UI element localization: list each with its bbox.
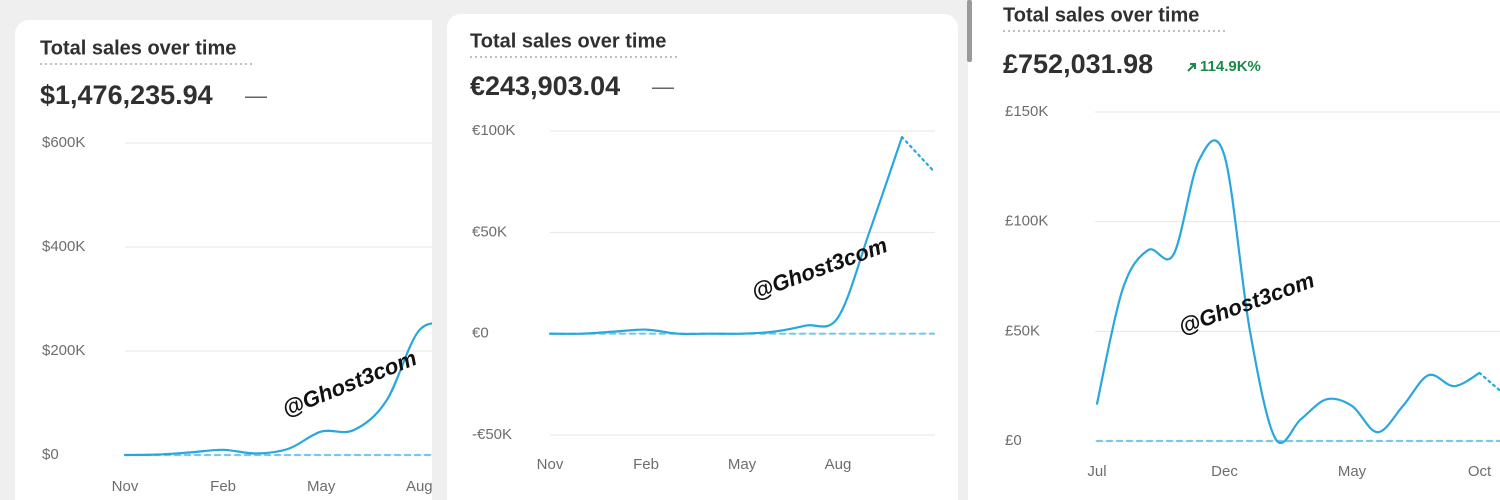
scrollbar [967,0,972,62]
x-tick-label: Oct [1468,463,1492,480]
y-tick-label: -€50K [472,426,512,443]
y-tick-label: €100K [472,122,515,139]
y-tick-label: €0 [472,325,489,342]
panel [968,0,1500,500]
x-tick-label: Aug [825,456,852,473]
x-tick-label: Feb [210,478,236,495]
line [900,135,936,173]
line [1478,371,1500,393]
x-tick-label: Dec [1211,463,1238,480]
total-value: €243,903.04 [470,71,620,101]
change-value: 114.9K% [1200,58,1261,75]
x-tick-label: Feb [633,456,659,473]
chart-title: Total sales over time [40,37,236,59]
change-value: — [652,74,674,99]
y-tick-label: $400K [42,238,85,255]
card [447,14,958,500]
x-tick-label: Nov [112,478,139,495]
chart-title: Total sales over time [470,30,666,52]
line [1095,139,1481,444]
y-tick-label: $200K [42,342,85,359]
up-arrow-icon [1187,63,1196,72]
x-tick-label: Aug [406,478,433,495]
x-tick-label: Nov [537,456,564,473]
y-tick-label: £150K [1005,103,1048,120]
y-tick-label: $600K [42,134,85,151]
y-tick-label: $0 [42,446,59,463]
y-tick-label: £50K [1005,322,1040,339]
chart-title: Total sales over time [1003,4,1199,26]
y-tick-label: £100K [1005,213,1048,230]
x-tick-label: May [307,478,336,495]
x-tick-label: May [1338,463,1367,480]
total-value: $1,476,235.94 [40,80,213,110]
change-value: — [245,83,267,108]
line [548,135,904,336]
y-tick-label: £0 [1005,432,1022,449]
total-value: £752,031.98 [1003,49,1153,79]
line [123,322,432,457]
x-tick-label: May [728,456,757,473]
y-tick-label: €50K [472,223,507,240]
x-tick-label: Jul [1087,463,1106,480]
card [15,20,455,500]
